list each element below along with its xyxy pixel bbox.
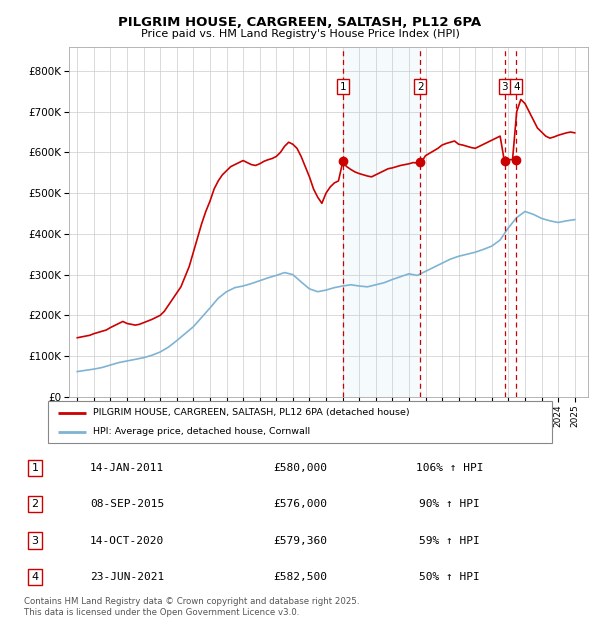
Text: 3: 3	[32, 536, 38, 546]
Text: 4: 4	[513, 82, 520, 92]
Text: 50% ↑ HPI: 50% ↑ HPI	[419, 572, 480, 582]
Text: 1: 1	[340, 82, 347, 92]
Text: PILGRIM HOUSE, CARGREEN, SALTASH, PL12 6PA: PILGRIM HOUSE, CARGREEN, SALTASH, PL12 6…	[118, 16, 482, 29]
Text: PILGRIM HOUSE, CARGREEN, SALTASH, PL12 6PA (detached house): PILGRIM HOUSE, CARGREEN, SALTASH, PL12 6…	[94, 409, 410, 417]
Text: HPI: Average price, detached house, Cornwall: HPI: Average price, detached house, Corn…	[94, 427, 310, 436]
Text: 08-SEP-2015: 08-SEP-2015	[90, 499, 164, 509]
FancyBboxPatch shape	[48, 401, 552, 443]
Text: 14-JAN-2011: 14-JAN-2011	[90, 463, 164, 472]
Text: 3: 3	[502, 82, 508, 92]
Text: 2: 2	[31, 499, 38, 509]
Text: Contains HM Land Registry data © Crown copyright and database right 2025.
This d: Contains HM Land Registry data © Crown c…	[24, 598, 359, 617]
Text: £579,360: £579,360	[273, 536, 327, 546]
Text: 59% ↑ HPI: 59% ↑ HPI	[419, 536, 480, 546]
Text: 4: 4	[31, 572, 38, 582]
Text: 23-JUN-2021: 23-JUN-2021	[90, 572, 164, 582]
Text: 14-OCT-2020: 14-OCT-2020	[90, 536, 164, 546]
Text: Price paid vs. HM Land Registry's House Price Index (HPI): Price paid vs. HM Land Registry's House …	[140, 29, 460, 39]
Text: £580,000: £580,000	[273, 463, 327, 472]
Text: 90% ↑ HPI: 90% ↑ HPI	[419, 499, 480, 509]
Text: 2: 2	[417, 82, 424, 92]
Text: 106% ↑ HPI: 106% ↑ HPI	[416, 463, 484, 472]
Text: 1: 1	[32, 463, 38, 472]
Text: £582,500: £582,500	[273, 572, 327, 582]
Text: £576,000: £576,000	[273, 499, 327, 509]
Bar	[343, 46, 421, 397]
